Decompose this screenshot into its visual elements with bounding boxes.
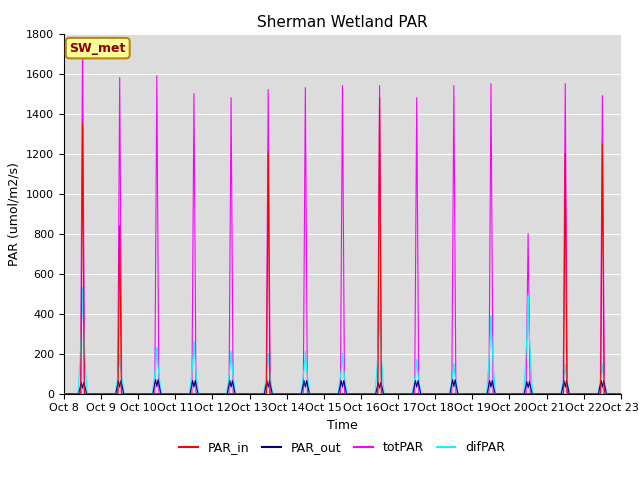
Title: Sherman Wetland PAR: Sherman Wetland PAR: [257, 15, 428, 30]
Legend: PAR_in, PAR_out, totPAR, difPAR: PAR_in, PAR_out, totPAR, difPAR: [174, 436, 511, 459]
X-axis label: Time: Time: [327, 419, 358, 432]
Y-axis label: PAR (umol/m2/s): PAR (umol/m2/s): [8, 162, 20, 265]
Text: SW_met: SW_met: [70, 42, 126, 55]
